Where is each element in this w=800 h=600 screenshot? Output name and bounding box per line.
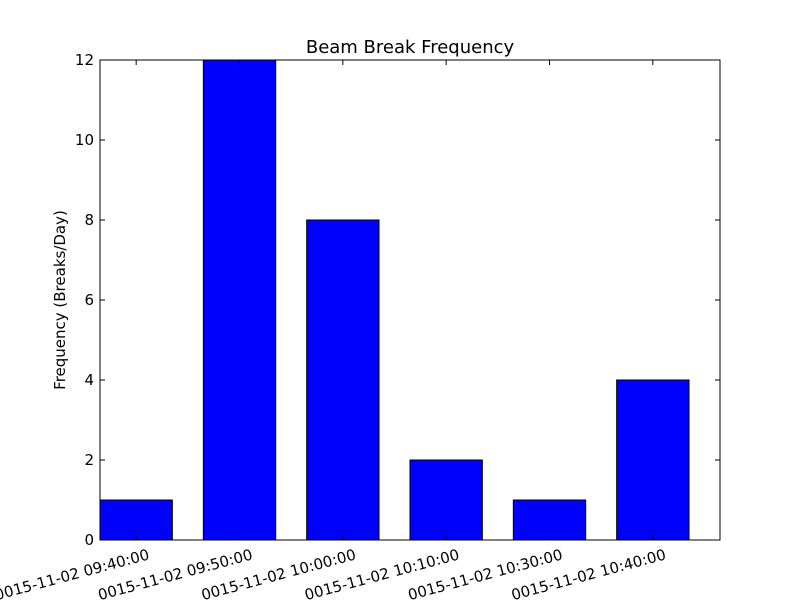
y-tick-label-0: 0	[84, 531, 94, 549]
bar-2	[306, 219, 380, 541]
bar-0	[99, 499, 173, 541]
y-tick-label-5: 10	[75, 131, 94, 149]
bar-5	[616, 379, 690, 541]
plot-frame	[99, 59, 721, 541]
bar-4	[512, 499, 587, 541]
bars-layer	[99, 59, 690, 541]
y-axis-label: Frequency (Breaks/Day)	[51, 210, 69, 390]
bar-3	[409, 459, 483, 541]
y-tick-label-4: 8	[84, 211, 94, 229]
y-tick-label-6: 12	[75, 51, 94, 69]
y-tick-label-2: 4	[84, 371, 94, 389]
chart-title: Beam Break Frequency	[306, 37, 515, 58]
bar-1	[202, 59, 277, 541]
y-tick-label-1: 2	[84, 451, 94, 469]
y-tick-label-3: 6	[84, 291, 94, 309]
